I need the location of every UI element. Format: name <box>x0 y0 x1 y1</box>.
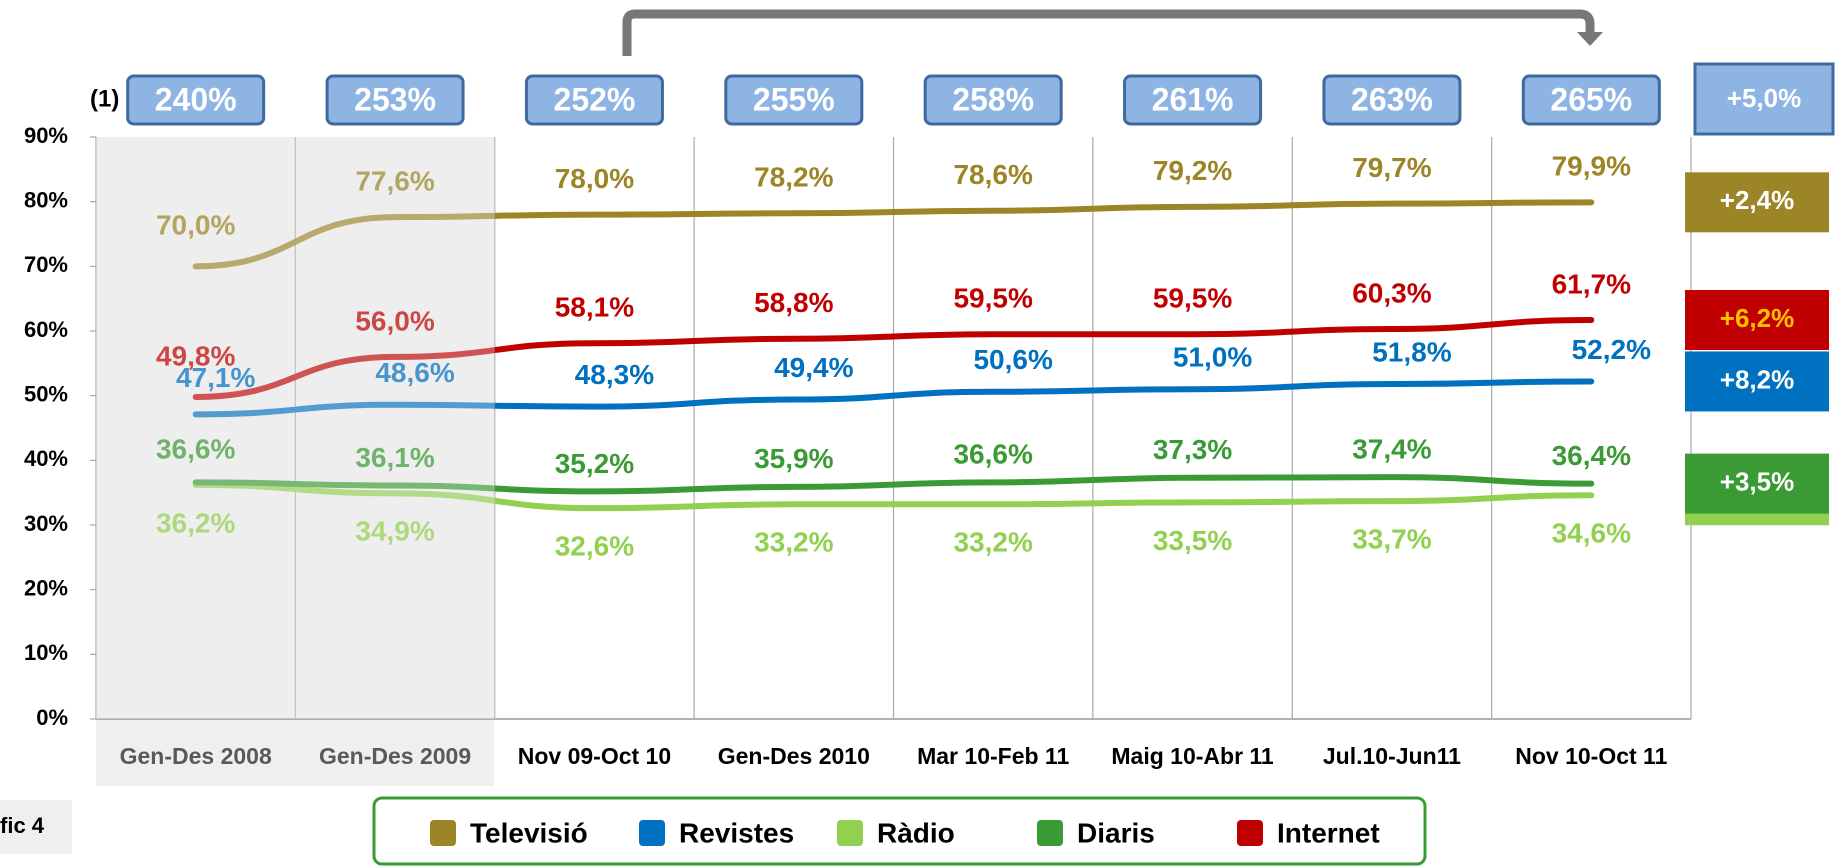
legend-label: Ràdio <box>877 817 955 848</box>
value-label: 36,6% <box>953 439 1032 470</box>
total-label: 253% <box>354 81 436 117</box>
chart: (1) fic 4 0% 10% 20% 30% 40% 50% 60% 70% 80% 90% G… <box>0 0 1835 866</box>
total-label: 258% <box>952 81 1034 117</box>
value-label: 36,6% <box>156 434 235 465</box>
legend-label: Internet <box>1277 817 1380 848</box>
total-label: 263% <box>1351 81 1433 117</box>
change-label: +6,2% <box>1720 303 1794 333</box>
x-tick-label: Nov 10-Oct 11 <box>1515 743 1667 769</box>
value-label: 79,7% <box>1352 152 1431 183</box>
value-label: 36,1% <box>355 442 434 473</box>
value-label: 50,6% <box>973 344 1052 375</box>
total-label: 240% <box>155 81 237 117</box>
value-label: 70,0% <box>156 210 235 241</box>
legend-swatch <box>639 820 665 846</box>
value-label: 51,8% <box>1372 336 1451 367</box>
value-label: 37,3% <box>1153 434 1232 465</box>
change-label: +8,2% <box>1720 364 1794 394</box>
y-tick-label: 50% <box>24 381 68 406</box>
value-label: 78,6% <box>953 159 1032 190</box>
change-label: +2,4% <box>1720 185 1794 215</box>
value-label: 61,7% <box>1552 268 1631 299</box>
legend-swatch <box>837 820 863 846</box>
value-label: 56,0% <box>355 305 434 336</box>
total-label: 252% <box>554 81 636 117</box>
value-label: 49,4% <box>774 352 853 383</box>
value-label: 58,8% <box>754 287 833 318</box>
value-label: 36,2% <box>156 507 235 538</box>
value-label: 60,3% <box>1352 277 1431 308</box>
total-label: 265% <box>1550 81 1632 117</box>
value-label: 59,5% <box>953 283 1032 314</box>
value-label: 77,6% <box>355 166 434 197</box>
value-label: 35,9% <box>754 443 833 474</box>
change-label: +3,5% <box>1720 466 1794 496</box>
value-label: 48,6% <box>375 357 454 388</box>
value-label: 78,0% <box>555 163 634 194</box>
x-tick-label: Maig 10-Abr 11 <box>1111 743 1274 769</box>
y-tick-label: 40% <box>24 446 68 471</box>
arrow <box>627 14 1590 56</box>
legend-label: Diaris <box>1077 817 1155 848</box>
y-tick-label: 70% <box>24 252 68 277</box>
value-label: 78,2% <box>754 162 833 193</box>
value-label: 32,6% <box>555 531 634 562</box>
value-label: 34,6% <box>1552 518 1631 549</box>
value-label: 59,5% <box>1153 283 1232 314</box>
value-label: 36,4% <box>1552 440 1631 471</box>
value-label: 58,1% <box>555 292 634 323</box>
value-label: 51,0% <box>1173 342 1252 373</box>
y-tick-label: 80% <box>24 187 68 212</box>
x-tick-label: Gen-Des 2008 <box>120 743 272 769</box>
legend-swatch <box>430 820 456 846</box>
y-tick-label: 90% <box>24 123 68 148</box>
legend-label: Revistes <box>679 817 794 848</box>
value-label: 33,5% <box>1153 525 1232 556</box>
value-label: 37,4% <box>1352 434 1431 465</box>
value-label: 33,2% <box>953 527 1032 558</box>
value-label: 49,8% <box>156 340 235 371</box>
value-label: 48,3% <box>575 359 654 390</box>
value-label: 33,2% <box>754 527 833 558</box>
y-tick-label: 0% <box>36 705 68 730</box>
totals-note: (1) <box>90 85 119 112</box>
total-change-label: +5,0% <box>1727 83 1801 113</box>
y-tick-label: 10% <box>24 640 68 665</box>
value-label: 34,9% <box>355 516 434 547</box>
total-label: 261% <box>1152 81 1234 117</box>
arrow-head <box>1577 32 1603 46</box>
y-tick-label: 20% <box>24 575 68 600</box>
x-tick-label: Mar 10-Feb 11 <box>917 743 1069 769</box>
legend-swatch <box>1037 820 1063 846</box>
value-label: 35,2% <box>555 448 634 479</box>
legend-label: Televisió <box>470 817 588 848</box>
x-tick-label: Gen-Des 2009 <box>319 743 471 769</box>
x-tick-label: Gen-Des 2010 <box>718 743 870 769</box>
total-label: 255% <box>753 81 835 117</box>
value-label: 33,7% <box>1352 523 1431 554</box>
x-tick-label: Jul.10-Jun11 <box>1323 743 1461 769</box>
value-label: 79,2% <box>1153 155 1232 186</box>
value-label: 79,9% <box>1552 151 1631 182</box>
x-tick-label: Nov 09-Oct 10 <box>518 743 671 769</box>
y-tick-label: 30% <box>24 511 68 536</box>
legend-swatch <box>1237 820 1263 846</box>
caption: fic 4 <box>0 813 45 838</box>
y-tick-label: 60% <box>24 317 68 342</box>
value-label: 52,2% <box>1572 334 1651 365</box>
